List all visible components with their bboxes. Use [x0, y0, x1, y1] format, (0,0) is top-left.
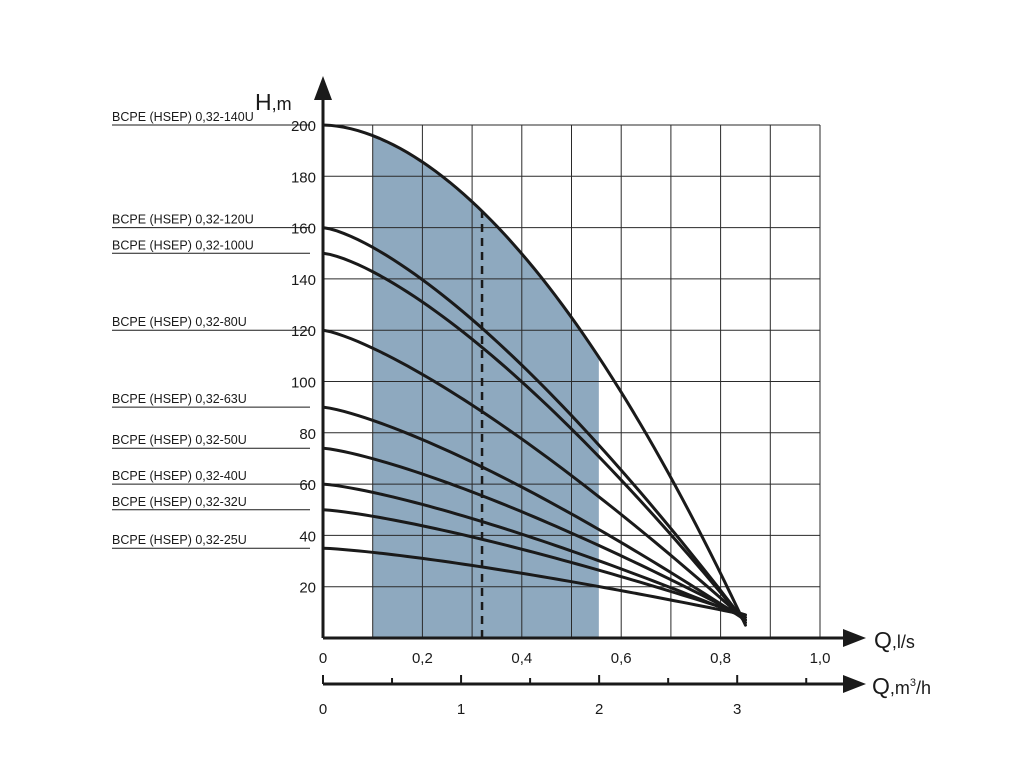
series-label: BCPE (HSEP) 0,32-50U: [112, 433, 247, 447]
y-axis-title-main: H: [255, 89, 272, 115]
x2-axis-title-suffix: /h: [916, 678, 931, 698]
curves-layer: [321, 123, 747, 627]
x-axis-title-main: Q: [874, 627, 892, 653]
series-label: BCPE (HSEP) 0,32-32U: [112, 495, 247, 509]
x-axis-title: Q,l/s: [874, 627, 915, 653]
x2-tick-label: 2: [595, 701, 603, 718]
series-label: BCPE (HSEP) 0,32-63U: [112, 392, 247, 406]
y-axis-arrow: [314, 76, 332, 100]
series-label: BCPE (HSEP) 0,32-120U: [112, 213, 254, 227]
x2-tick-label: 1: [457, 701, 465, 718]
x-tick-label: 0,6: [611, 650, 632, 667]
x-tick-label: 0,8: [710, 650, 731, 667]
grid-layer: [323, 124, 821, 638]
y-axis-title: H,m: [255, 89, 292, 115]
y-tick-label: 180: [291, 169, 316, 186]
operating-range-layer: [372, 135, 599, 638]
series-curve-3: [321, 251, 747, 625]
series-curve-9: [321, 546, 747, 617]
y-tick-label: 60: [299, 477, 316, 494]
x2-axis-title-main: Q: [872, 673, 890, 699]
y-tick-label: 100: [291, 375, 316, 392]
y-tick-label: 80: [299, 426, 316, 443]
y-axis-title-unit: ,m: [272, 94, 292, 114]
x-tick-label: 0,4: [511, 650, 532, 667]
x-tick-label: 1,0: [810, 650, 831, 667]
x-axis-arrow: [843, 629, 866, 647]
series-label: BCPE (HSEP) 0,32-140U: [112, 110, 254, 124]
series-curve-7: [321, 482, 747, 619]
x-tick-label: 0: [319, 650, 327, 667]
series-label: BCPE (HSEP) 0,32-100U: [112, 238, 254, 252]
series-curve-4: [321, 328, 747, 622]
y-tick-label: 140: [291, 272, 316, 289]
y-tick-label: 160: [291, 221, 316, 238]
series-curve-5: [321, 405, 747, 622]
x2-axis-arrow: [843, 675, 866, 693]
y-tick-label: 200: [291, 118, 316, 135]
x2-axis-title: Q,m3/h: [872, 673, 931, 699]
x2-tick-label: 3: [733, 701, 741, 718]
y-tick-label: 20: [299, 580, 316, 597]
x-axis-title-unit: ,l/s: [892, 632, 915, 652]
y-tick-label: 120: [291, 323, 316, 340]
axes-layer: [314, 76, 866, 693]
x2-axis-title-unit: ,m: [890, 678, 910, 698]
series-label: BCPE (HSEP) 0,32-80U: [112, 315, 247, 329]
labels-layer: BCPE (HSEP) 0,32-140U BCPE (HSEP) 0,32-12…: [112, 110, 830, 718]
operating-range-area: [372, 135, 599, 638]
y-tick-label: 40: [299, 528, 316, 545]
series-label: BCPE (HSEP) 0,32-40U: [112, 469, 247, 483]
series-curve-8: [321, 508, 747, 617]
series-label: BCPE (HSEP) 0,32-25U: [112, 533, 247, 547]
x2-tick-label: 0: [319, 701, 327, 718]
series-curve-1: [321, 123, 747, 627]
x-tick-label: 0,2: [412, 650, 433, 667]
series-curve-6: [321, 446, 747, 619]
series-curve-2: [321, 226, 747, 625]
x2-axis-title-sup: 3: [910, 677, 916, 689]
